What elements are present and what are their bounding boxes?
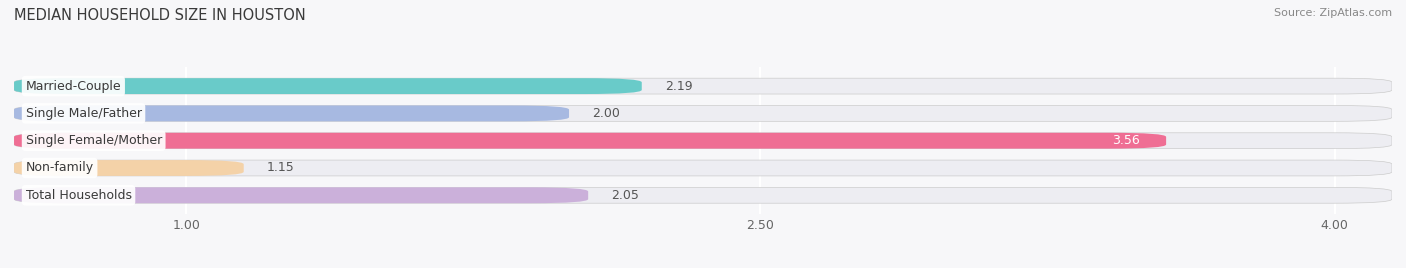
Text: Total Households: Total Households bbox=[25, 189, 132, 202]
FancyBboxPatch shape bbox=[14, 106, 569, 121]
FancyBboxPatch shape bbox=[14, 160, 1392, 176]
FancyBboxPatch shape bbox=[14, 133, 1392, 149]
Text: Single Female/Mother: Single Female/Mother bbox=[25, 134, 162, 147]
FancyBboxPatch shape bbox=[14, 160, 243, 176]
Text: Non-family: Non-family bbox=[25, 162, 94, 174]
Text: 3.56: 3.56 bbox=[1112, 134, 1139, 147]
Text: 2.00: 2.00 bbox=[592, 107, 620, 120]
FancyBboxPatch shape bbox=[14, 78, 1392, 94]
Text: Source: ZipAtlas.com: Source: ZipAtlas.com bbox=[1274, 8, 1392, 18]
FancyBboxPatch shape bbox=[14, 187, 1392, 203]
FancyBboxPatch shape bbox=[14, 133, 1166, 149]
Text: 1.15: 1.15 bbox=[267, 162, 294, 174]
Text: 2.19: 2.19 bbox=[665, 80, 692, 93]
FancyBboxPatch shape bbox=[14, 187, 588, 203]
Text: 2.05: 2.05 bbox=[612, 189, 638, 202]
Text: Single Male/Father: Single Male/Father bbox=[25, 107, 142, 120]
FancyBboxPatch shape bbox=[14, 106, 1392, 121]
FancyBboxPatch shape bbox=[14, 78, 641, 94]
Text: MEDIAN HOUSEHOLD SIZE IN HOUSTON: MEDIAN HOUSEHOLD SIZE IN HOUSTON bbox=[14, 8, 307, 23]
Text: Married-Couple: Married-Couple bbox=[25, 80, 121, 93]
